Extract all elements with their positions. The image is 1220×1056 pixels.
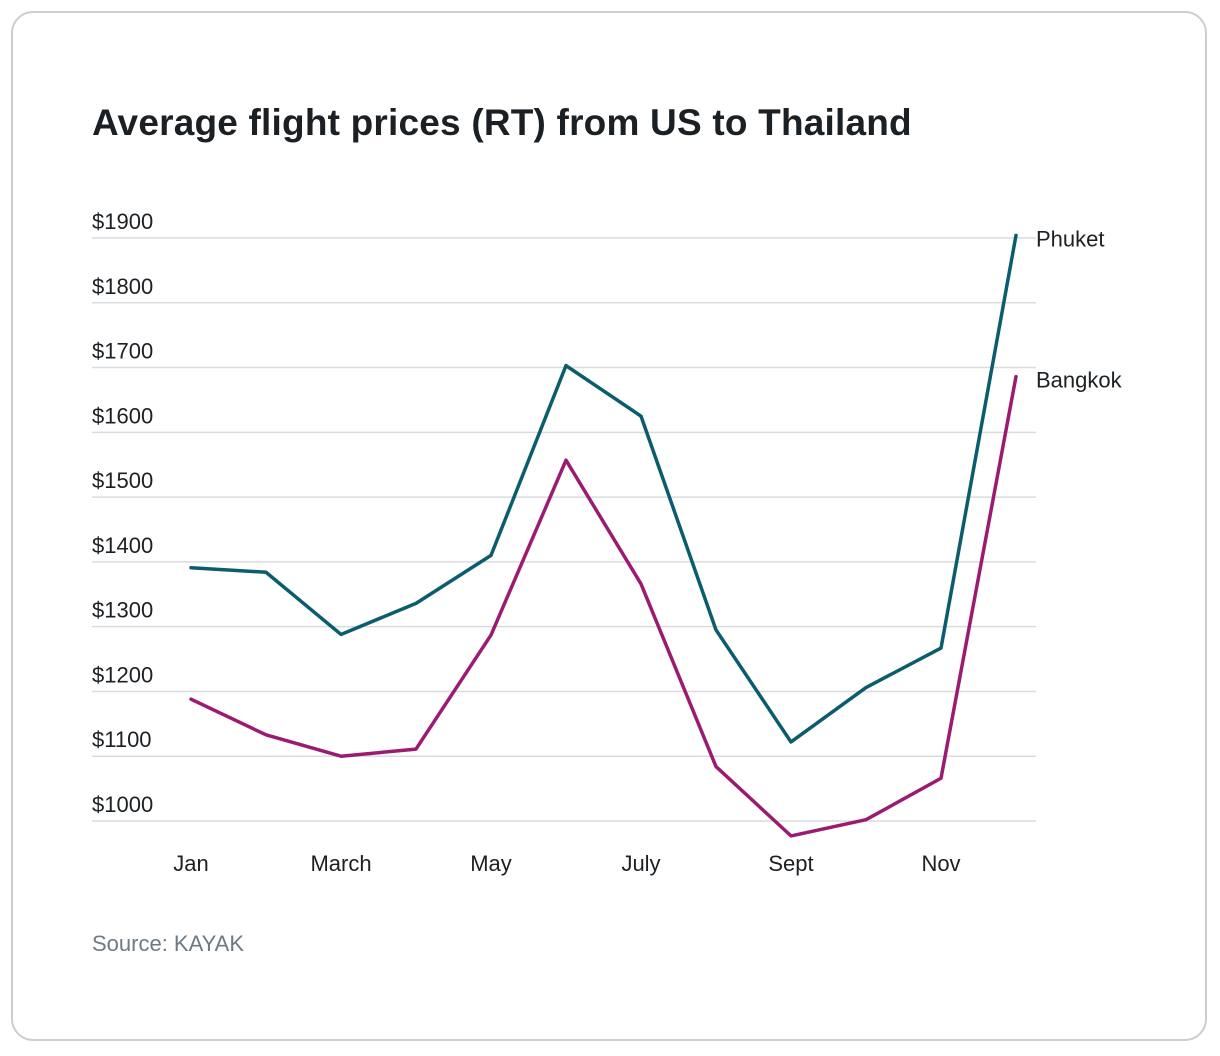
x-tick-label: Jan [173, 851, 208, 876]
series-end-labels: Phuket Bangkok [1036, 226, 1123, 392]
gridlines [92, 237, 1036, 822]
y-tick-label: $1400 [92, 533, 153, 558]
chart-title: Average flight prices (RT) from US to Th… [92, 102, 912, 143]
x-tick-label: March [310, 851, 371, 876]
y-tick-label: $1000 [92, 792, 153, 817]
x-tick-label: Nov [921, 851, 960, 876]
y-axis-labels: $1000 $1100 $1200 $1300 $1400 $1500 $1600 $1700… [92, 209, 153, 817]
y-tick-label: $1600 [92, 403, 153, 428]
y-tick-label: $1800 [92, 274, 153, 299]
y-tick-label: $1900 [92, 209, 153, 234]
y-tick-label: $1700 [92, 339, 153, 364]
source-note: Source: KAYAK [92, 931, 245, 956]
y-tick-label: $1200 [92, 662, 153, 687]
chart-card [11, 11, 1207, 1041]
series-line-bangkok [189, 374, 1018, 838]
x-tick-label: Sept [768, 851, 813, 876]
series-lines [189, 233, 1018, 838]
y-tick-label: $1100 [92, 727, 152, 752]
y-tick-label: $1300 [92, 598, 153, 623]
series-line-phuket [189, 233, 1018, 744]
y-tick-label: $1500 [92, 468, 153, 493]
x-tick-label: May [470, 851, 512, 876]
series-label-phuket: Phuket [1036, 226, 1105, 251]
x-axis-labels: Jan March May July Sept Nov [173, 851, 960, 876]
x-tick-label: July [621, 851, 660, 876]
series-label-bangkok: Bangkok [1036, 368, 1123, 393]
